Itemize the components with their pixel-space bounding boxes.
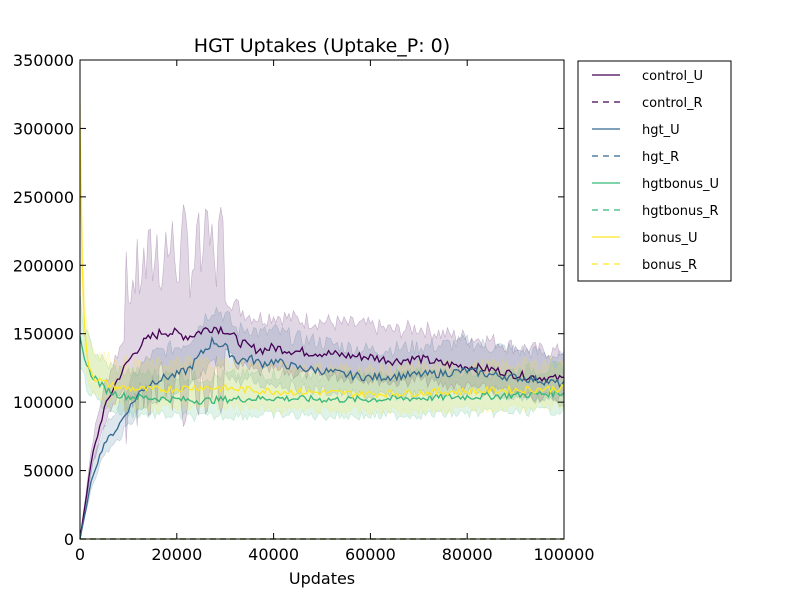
y-tick-label: 250000 bbox=[13, 188, 74, 207]
x-tick-label: 40000 bbox=[248, 545, 299, 564]
series-line-control_U bbox=[79, 325, 565, 540]
x-tick-label: 60000 bbox=[345, 545, 396, 564]
legend-box bbox=[577, 60, 732, 282]
legend-label-hgt_U: hgt_U bbox=[642, 123, 680, 138]
legend-label-hgtbonus_R: hgtbonus_R bbox=[642, 204, 719, 219]
plot-frame bbox=[79, 59, 565, 540]
x-axis-label: Updates bbox=[289, 569, 355, 588]
x-tick-label: 0 bbox=[75, 545, 85, 564]
y-tick-label: 300000 bbox=[13, 119, 74, 138]
y-tick-label: 150000 bbox=[13, 325, 74, 344]
chart-title: HGT Uptakes (Uptake_P: 0) bbox=[194, 35, 450, 57]
y-tick-label: 350000 bbox=[13, 51, 74, 70]
y-tick-label: 100000 bbox=[13, 393, 74, 412]
legend-label-control_U: control_U bbox=[642, 69, 703, 84]
legend-label-bonus_R: bonus_R bbox=[642, 258, 697, 273]
x-tick-label: 20000 bbox=[151, 545, 202, 564]
confidence-bands bbox=[79, 73, 565, 540]
y-tick-label: 50000 bbox=[23, 462, 74, 481]
y-tick-label: 0 bbox=[64, 530, 74, 549]
legend: control_U control_R hgt_U hgt_R hgtbonus_Uhg… bbox=[577, 60, 732, 282]
x-tick-label: 100000 bbox=[533, 545, 594, 564]
axis-ticks: 0 20000 40000 60000 80000 100000 0 50000 100000 1… bbox=[13, 51, 595, 564]
legend-label-bonus_U: bonus_U bbox=[642, 231, 697, 246]
y-tick-label: 200000 bbox=[13, 256, 74, 275]
legend-label-hgtbonus_U: hgtbonus_U bbox=[642, 177, 719, 192]
x-tick-label: 80000 bbox=[442, 545, 493, 564]
series-line-bonus_U bbox=[79, 128, 565, 399]
legend-label-hgt_R: hgt_R bbox=[642, 150, 679, 165]
series-line-hgt_U bbox=[79, 335, 565, 540]
series-line-hgtbonus_U bbox=[79, 336, 565, 405]
legend-label-control_R: control_R bbox=[642, 96, 703, 111]
